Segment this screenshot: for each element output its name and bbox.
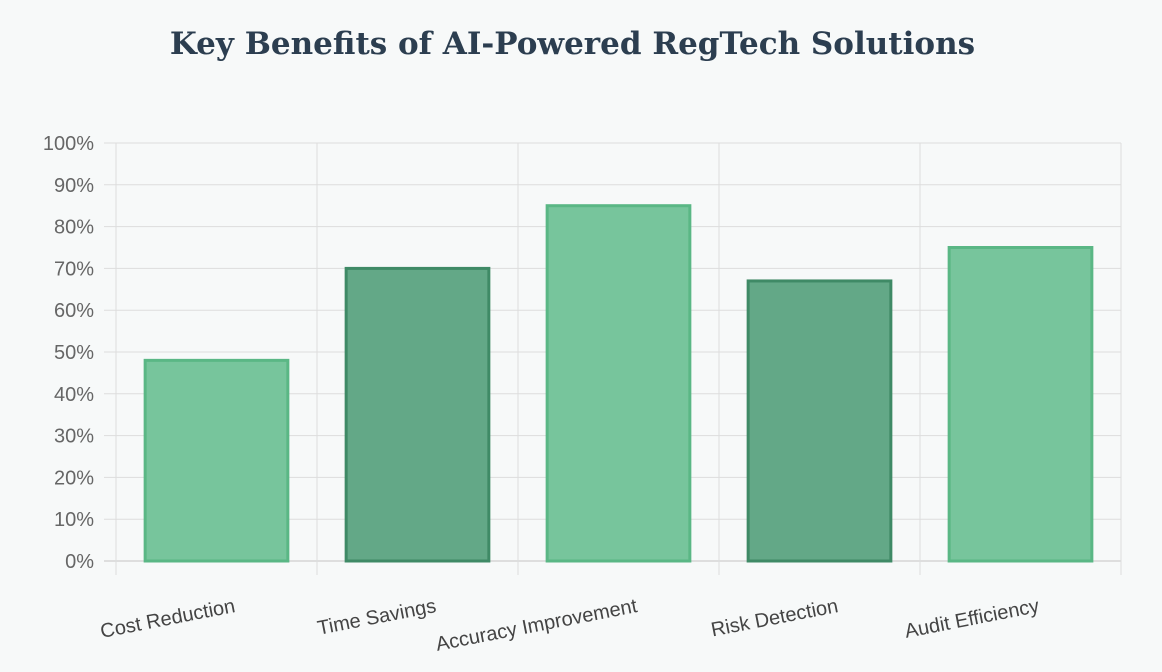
- x-tick-label: Risk Detection: [709, 595, 840, 641]
- y-tick-label: 90%: [54, 175, 94, 197]
- bar-accuracy-improvement: [545, 204, 692, 563]
- y-tick-label: 80%: [54, 217, 94, 239]
- bar-audit-efficiency: [947, 246, 1094, 563]
- x-tick-label: Accuracy Improvement: [434, 595, 639, 656]
- y-tick-label: 10%: [54, 509, 94, 531]
- y-tick-label: 50%: [54, 342, 94, 364]
- y-tick-label: 40%: [54, 384, 94, 406]
- y-tick-label: 60%: [54, 300, 94, 322]
- x-tick-label: Time Savings: [316, 595, 438, 640]
- x-tick-label: Audit Efficiency: [903, 595, 1041, 643]
- y-tick-label: 70%: [54, 258, 94, 280]
- bar-cost-reduction: [143, 358, 290, 563]
- y-tick-label: 100%: [43, 133, 94, 155]
- chart-title: Key Benefits of AI-Powered RegTech Solut…: [169, 26, 976, 62]
- y-tick-label: 0%: [65, 551, 94, 573]
- y-tick-label: 20%: [54, 467, 94, 489]
- x-tick-label: Cost Reduction: [99, 595, 237, 643]
- bar-risk-detection: [746, 279, 893, 563]
- bar-time-savings: [344, 266, 491, 563]
- y-tick-label: 30%: [54, 426, 94, 448]
